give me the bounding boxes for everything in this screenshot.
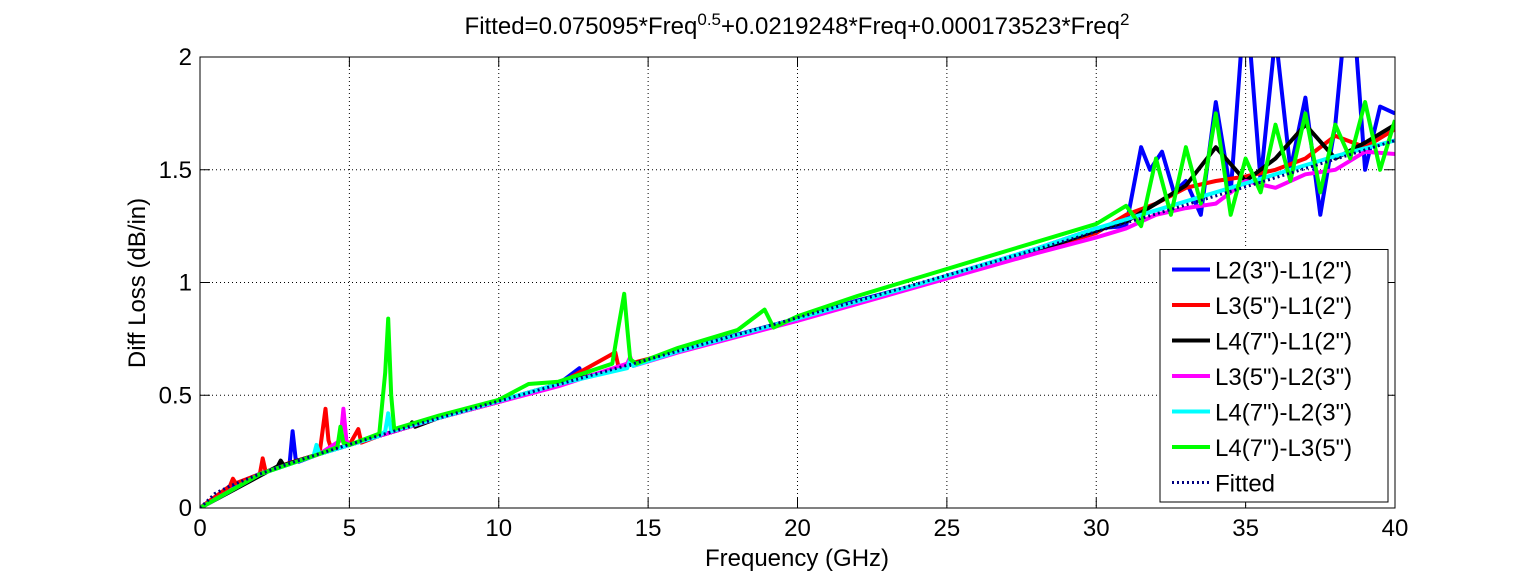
x-tick-label: 10 (485, 515, 512, 542)
series-line (200, 139, 1395, 508)
x-tick-label: 0 (193, 515, 206, 542)
x-tick-label: 5 (343, 515, 356, 542)
x-tick-label: 40 (1382, 515, 1409, 542)
y-tick-label: 0.5 (159, 382, 192, 409)
x-tick-label: 15 (635, 515, 662, 542)
title-superscript: 0.5 (697, 10, 721, 29)
legend-label: L3(5")-L1(2") (1215, 293, 1352, 320)
axes-box (199, 56, 1396, 509)
y-axis-label: Diff Loss (dB/in) (124, 198, 151, 368)
legend-label: L4(7")-L1(2") (1215, 329, 1352, 356)
x-tick-label: 25 (934, 515, 961, 542)
legend-label: L2(3")-L1(2") (1215, 258, 1352, 285)
legend-label: L3(5")-L2(3") (1215, 364, 1352, 391)
x-axis-label: Frequency (GHz) (705, 545, 889, 572)
y-tick-label: 2 (179, 44, 192, 71)
title-text: +0.0219248*Freq+0.000173523*Freq (721, 13, 1120, 40)
chart-title: Fitted=0.075095*Freq0.5+0.0219248*Freq+0… (465, 10, 1130, 40)
legend: L2(3")-L1(2") L3(5")-L1(2") L4(7")-L1(2") L… (1159, 249, 1389, 503)
title-superscript: 2 (1120, 10, 1129, 29)
legend-label: L4(7")-L3(5") (1215, 435, 1352, 462)
y-tick-label: 0 (179, 495, 192, 522)
x-tick-label: 20 (784, 515, 811, 542)
legend-label: L4(7")-L2(3") (1215, 400, 1352, 427)
x-tick-label: 30 (1083, 515, 1110, 542)
legend-label: Fitted (1215, 471, 1275, 498)
y-tick-label: 1.5 (159, 157, 192, 184)
y-tick-label: 1 (179, 270, 192, 297)
lines (200, 57, 1395, 508)
series-line (200, 100, 1395, 508)
x-tick-label: 35 (1232, 515, 1259, 542)
title-text: Fitted=0.075095*Freq (465, 13, 698, 40)
